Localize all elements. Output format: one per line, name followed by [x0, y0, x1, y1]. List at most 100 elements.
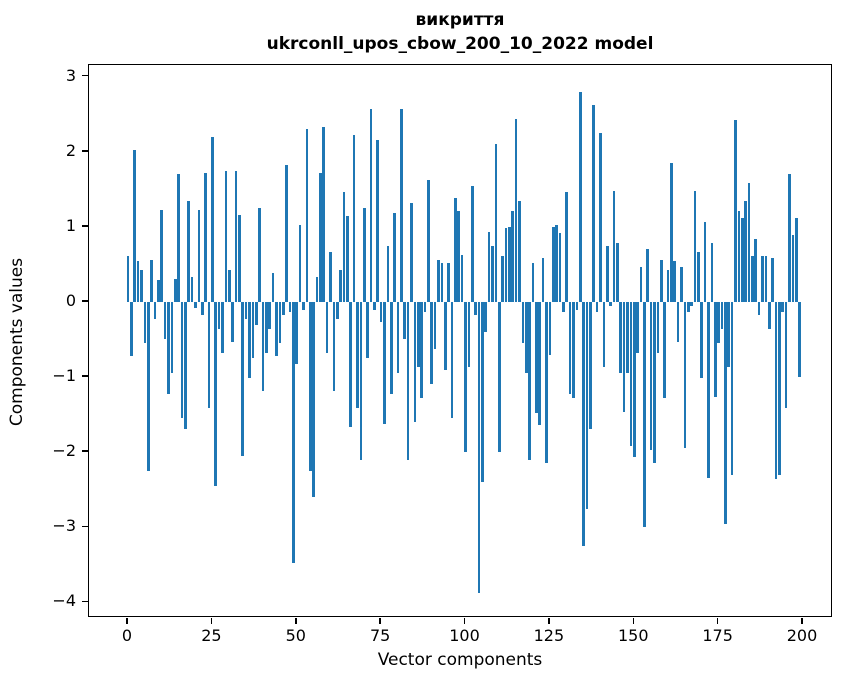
- bar: [312, 302, 315, 498]
- bar: [619, 302, 623, 374]
- bar: [568, 302, 572, 395]
- bar: [319, 172, 322, 302]
- bar: [680, 266, 683, 302]
- bar: [214, 302, 218, 486]
- bar: [562, 302, 565, 312]
- bar: [636, 302, 639, 354]
- bar: [221, 302, 224, 354]
- bar: [454, 197, 457, 302]
- bar: [497, 302, 501, 453]
- bar: [518, 200, 521, 302]
- bar: [653, 302, 656, 464]
- bar: [757, 302, 761, 315]
- bar: [254, 302, 258, 326]
- bar: [285, 164, 288, 302]
- bar: [163, 302, 167, 339]
- bar: [406, 302, 410, 460]
- chart-title-line1: викриття: [415, 10, 505, 30]
- x-tick-mark: [295, 617, 297, 624]
- bar: [180, 302, 184, 419]
- bar: [697, 251, 700, 302]
- bar: [467, 302, 471, 367]
- bar: [639, 266, 643, 302]
- bar: [143, 302, 147, 343]
- x-tick-label: 200: [786, 625, 818, 645]
- bar: [443, 302, 447, 371]
- bar: [676, 302, 680, 342]
- bar: [781, 302, 785, 312]
- x-tick-label: 125: [533, 625, 565, 645]
- bar: [410, 202, 413, 302]
- bar: [200, 302, 204, 315]
- bar: [420, 302, 423, 399]
- bar: [713, 302, 717, 398]
- bar: [744, 200, 747, 302]
- bar: [271, 273, 275, 302]
- bar: [157, 280, 160, 302]
- x-tick-mark: [548, 617, 550, 624]
- y-tick-mark: [82, 375, 88, 377]
- bar: [288, 302, 292, 312]
- bar: [261, 302, 265, 391]
- x-tick-mark: [379, 617, 381, 624]
- bar: [369, 108, 373, 302]
- bar: [379, 302, 383, 322]
- x-tick-mark: [463, 617, 466, 624]
- bar: [281, 302, 285, 315]
- bar: [150, 259, 153, 302]
- bar: [167, 302, 170, 395]
- y-tick-label: −4: [52, 591, 76, 611]
- bar: [784, 302, 788, 408]
- bar: [649, 302, 653, 450]
- bar: [136, 260, 140, 302]
- y-tick-label: 0: [65, 291, 76, 310]
- x-axis-label: Vector components: [377, 650, 543, 670]
- bar: [160, 209, 164, 302]
- bar: [315, 277, 319, 302]
- bar: [690, 302, 693, 306]
- x-tick-label: 25: [201, 625, 222, 645]
- bar: [133, 150, 137, 302]
- y-tick-label: 1: [65, 215, 76, 235]
- bar: [670, 163, 673, 302]
- bar: [393, 213, 396, 302]
- bar: [376, 139, 380, 302]
- bar: [761, 256, 764, 302]
- bar: [305, 129, 309, 302]
- bar: [339, 269, 342, 302]
- y-axis-label: Components values: [7, 257, 27, 427]
- bar: [332, 302, 336, 391]
- bar: [400, 108, 403, 302]
- bar: [170, 302, 174, 374]
- bar: [778, 302, 781, 475]
- bar: [464, 302, 467, 453]
- bar: [302, 302, 305, 310]
- bar: [508, 226, 511, 302]
- bar: [430, 302, 434, 384]
- bar: [204, 172, 207, 302]
- bar: [548, 302, 552, 356]
- bar: [521, 302, 525, 343]
- bar: [433, 302, 437, 350]
- bar: [275, 302, 278, 357]
- bar: [592, 105, 596, 302]
- bar: [737, 211, 741, 302]
- bar: [487, 232, 491, 302]
- bar: [727, 302, 731, 367]
- bar: [673, 260, 677, 302]
- bar: [555, 225, 558, 302]
- bar: [366, 302, 369, 359]
- bar: [238, 214, 241, 302]
- bar: [416, 302, 420, 367]
- plot-area: [88, 64, 832, 617]
- bar: [477, 302, 481, 594]
- bar: [130, 302, 133, 357]
- bar: [491, 245, 494, 302]
- x-tick-label: 100: [449, 625, 480, 645]
- x-tick-mark: [210, 617, 213, 624]
- bar: [747, 183, 751, 302]
- y-tick-label: 2: [65, 140, 76, 160]
- bar: [481, 302, 484, 483]
- bar: [234, 171, 238, 302]
- bar: [224, 170, 228, 302]
